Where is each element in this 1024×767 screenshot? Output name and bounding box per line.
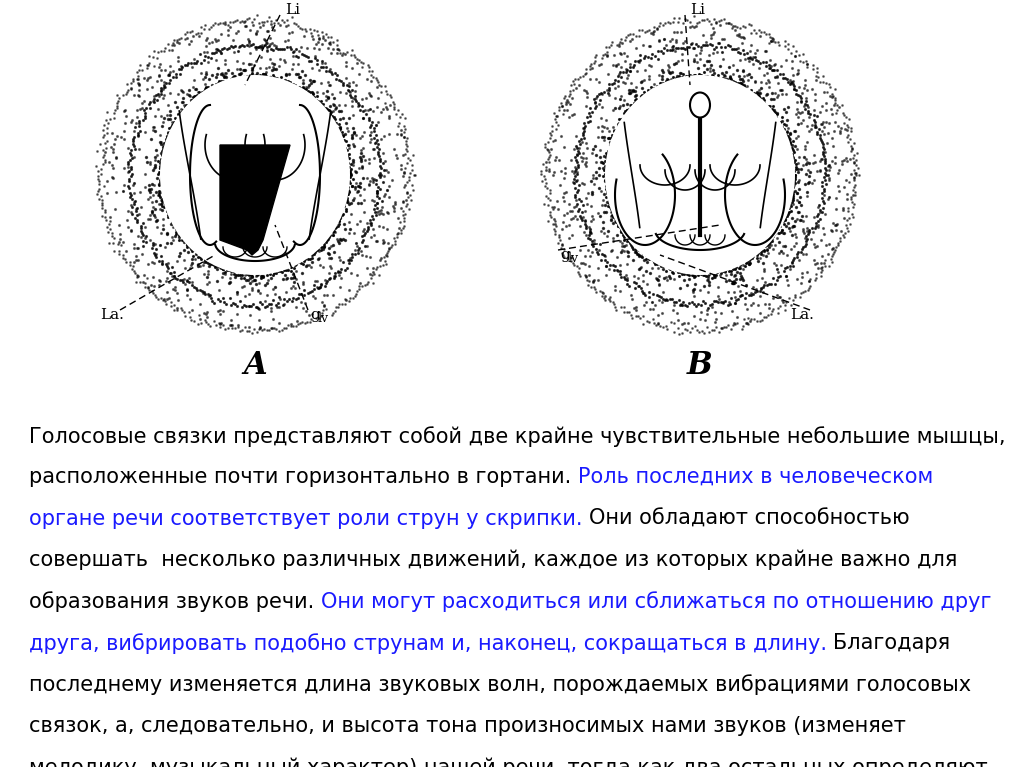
Text: Они могут расходиться или сближаться по отношению друг: Они могут расходиться или сближаться по … bbox=[321, 591, 991, 612]
Text: последнему изменяется длина звуковых волн, порождаемых вибрациями голосовых: последнему изменяется длина звуковых вол… bbox=[29, 674, 971, 695]
Text: lv: lv bbox=[318, 312, 329, 325]
Text: Голосовые связки представляют собой две крайне чувствительные небольшие мышцы,: Голосовые связки представляют собой две … bbox=[29, 426, 1006, 446]
Ellipse shape bbox=[690, 93, 710, 117]
Text: Они обладают способностью: Они обладают способностью bbox=[589, 509, 909, 528]
Text: La.: La. bbox=[790, 308, 814, 322]
Text: совершать  несколько различных движений, каждое из которых крайне важно для: совершать несколько различных движений, … bbox=[29, 550, 957, 571]
Ellipse shape bbox=[185, 100, 325, 260]
Text: A: A bbox=[243, 350, 267, 380]
Text: B: B bbox=[687, 350, 713, 380]
Text: La.: La. bbox=[100, 308, 124, 322]
Text: lv: lv bbox=[568, 252, 580, 265]
Text: Благодаря: Благодаря bbox=[834, 633, 950, 653]
Polygon shape bbox=[220, 145, 290, 255]
Ellipse shape bbox=[630, 100, 770, 260]
Text: связок, а, следовательно, и высота тона произносимых нами звуков (изменяет: связок, а, следовательно, и высота тона … bbox=[29, 716, 905, 736]
Text: мелодику, музыкальный характер) нашей речи, тогда как два остальных определяют: мелодику, музыкальный характер) нашей ре… bbox=[29, 757, 987, 767]
Ellipse shape bbox=[605, 75, 795, 275]
Text: друга, вибрировать подобно струнам и, наконец, сокращаться в длину.: друга, вибрировать подобно струнам и, на… bbox=[29, 633, 834, 653]
Text: расположенные почти горизонтально в гортани.: расположенные почти горизонтально в горт… bbox=[29, 467, 578, 487]
Text: образования звуков речи.: образования звуков речи. bbox=[29, 591, 321, 612]
Text: g: g bbox=[560, 248, 569, 262]
Text: Роль последних в человеческом: Роль последних в человеческом bbox=[578, 467, 933, 487]
Text: g: g bbox=[310, 308, 319, 322]
Text: Li: Li bbox=[690, 3, 705, 17]
Text: органе речи соответствует роли струн у скрипки.: органе речи соответствует роли струн у с… bbox=[29, 509, 589, 528]
Text: Li: Li bbox=[285, 3, 300, 17]
Ellipse shape bbox=[160, 75, 350, 275]
